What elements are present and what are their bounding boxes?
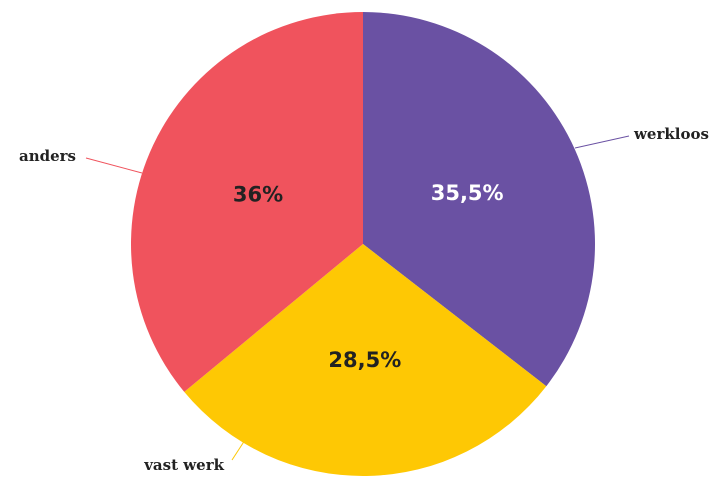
pie-slice-vast-werk: [184, 244, 547, 477]
leader-line-anders: [85, 157, 143, 174]
pie-slices: [130, 12, 596, 477]
category-label-anders: anders: [19, 147, 76, 165]
value-labels: 35,5% 28,5% 36%: [233, 181, 504, 372]
leader-lines: [85, 135, 630, 461]
value-label-werkloos: 35,5%: [431, 181, 504, 205]
value-label-anders: 36%: [233, 183, 283, 207]
leader-line-vast-werk: [231, 439, 246, 461]
category-label-vast-werk: vast werk: [143, 456, 224, 474]
category-label-werkloos: werkloos: [633, 125, 709, 143]
leader-line-werkloos: [574, 135, 630, 149]
category-labels: werkloos vast werk anders: [19, 125, 709, 474]
pie-slice-werkloos: [363, 12, 596, 387]
value-label-vast-werk: 28,5%: [328, 348, 401, 372]
pie-slice-anders: [130, 12, 363, 392]
